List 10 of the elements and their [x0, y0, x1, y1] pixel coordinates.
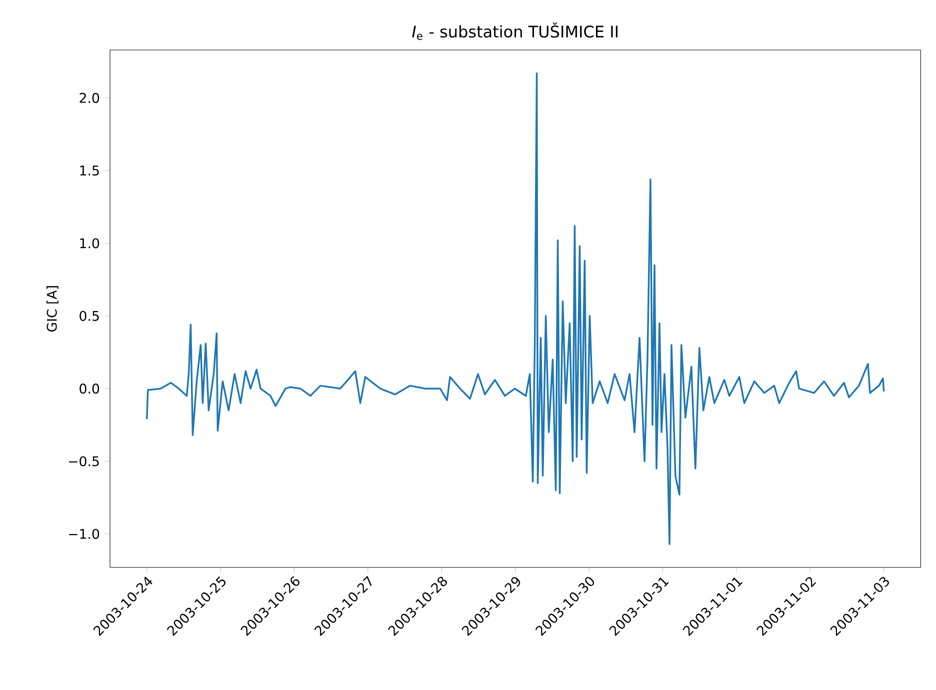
- y-tick-label: 0.5: [80, 310, 99, 321]
- line-series: [146, 72, 885, 545]
- y-tick-label: 1.0: [80, 238, 100, 248]
- y-tick-label: 2.0: [80, 92, 100, 103]
- chart-title: I$_{e}$ - substation TUŠIMICE II: [412, 22, 618, 40]
- y-axis-title: GIC [A]: [46, 286, 58, 332]
- y-tick-label: 0.0: [80, 384, 100, 394]
- y-tick-label: 1.5: [80, 166, 99, 176]
- y-tick-label: −1.0: [69, 528, 100, 539]
- y-tick-label: −0.5: [69, 456, 99, 466]
